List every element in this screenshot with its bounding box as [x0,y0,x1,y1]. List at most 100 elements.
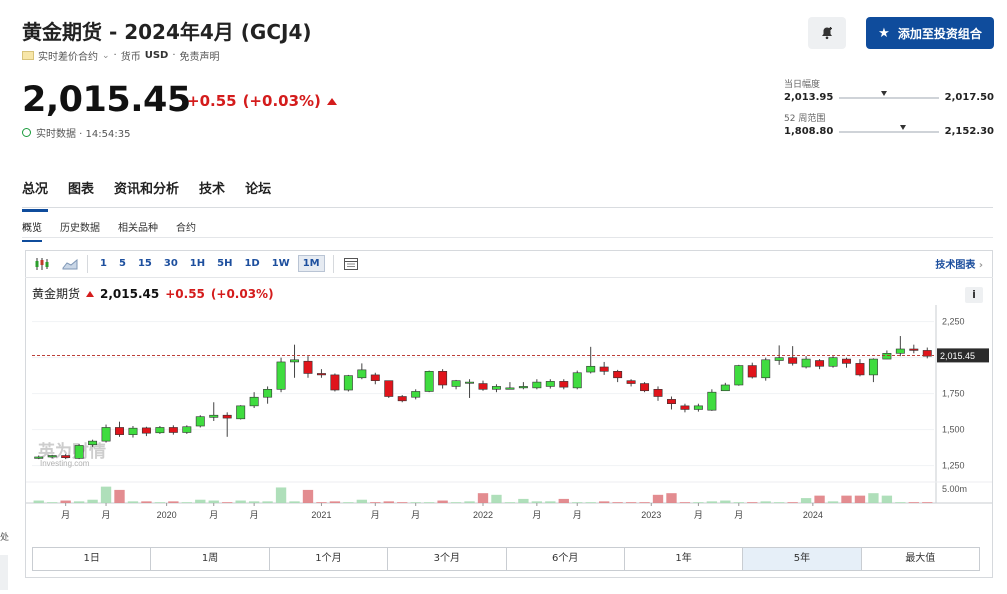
tab-news-analysis[interactable]: 资讯和分析 [114,182,180,197]
candle-body [653,389,663,397]
instrument-meta: 实时差价合约 ⌄ · 货币 USD · 免责声明 [22,48,220,63]
candle-body [868,358,878,376]
interval-15[interactable]: 15 [137,258,152,269]
period-3m[interactable]: 3个月 [388,548,507,570]
interval-5[interactable]: 5 [118,258,126,269]
volume-bar [504,502,516,503]
subtab-contracts[interactable]: 合约 [176,223,196,234]
volume-bar [572,502,583,503]
add-to-portfolio-button[interactable]: ★ 添加至投资组合 [866,17,994,49]
week52-range-bar [839,124,939,133]
tab-chart[interactable]: 图表 [68,182,95,197]
candle-body [599,366,609,372]
x-tick-label: 月 [734,510,743,520]
candle-body [128,427,138,435]
candle-body [424,371,434,392]
tab-overview[interactable]: 总况 [22,178,49,212]
candle-body [438,371,448,386]
candle-body [640,383,650,392]
interval-1d[interactable]: 1D [244,258,260,269]
x-tick-label: 月 [532,510,541,520]
volume-bar [464,501,475,503]
volume-bar [639,502,650,503]
volume-bar [437,500,448,503]
volume-bar [410,502,421,503]
volume-bar [235,500,246,503]
create-alert-button[interactable] [808,17,846,49]
currency-value: USD [144,50,169,61]
volume-bar [531,501,543,503]
subtab-summary[interactable]: 概览 [22,219,42,242]
disclaimer-link[interactable]: 免责声明 [179,52,220,63]
tab-forum[interactable]: 论坛 [245,182,272,197]
candlestick-icon[interactable] [31,255,53,273]
table-view-icon[interactable] [340,255,362,273]
volume-bar [33,500,44,503]
volume-bar [666,493,677,503]
volume-tick-label: 5.00m [942,484,967,494]
volume-bar [720,500,731,503]
technical-chart-link[interactable]: 技术图表 › [935,256,983,271]
volume-bar [316,502,327,503]
price-chart[interactable]: 2,2502,0001,7501,5001,2505.00m英为财情Invest… [26,305,992,523]
volume-bar [329,501,341,503]
watermark-subtext: Investing.com [40,459,90,468]
chevron-down-icon[interactable]: ⌄ [102,50,110,61]
volume-bar [518,498,529,503]
chart-change: +0.55 [165,286,205,301]
candle-body [532,381,542,389]
period-max[interactable]: 最大值 [905,553,936,564]
candle-body [895,348,905,354]
separator: · [172,50,176,61]
candle-body [882,353,892,360]
period-1y[interactable]: 1年 [625,548,744,570]
area-chart-icon[interactable] [59,255,81,273]
y-tick-label: 1,750 [942,389,965,399]
candle-body [182,426,192,433]
toolbar-divider [332,254,334,273]
interval-1m[interactable]: 1M [297,255,325,272]
chart-container [25,250,993,578]
info-button[interactable]: i [965,287,983,303]
period-1w[interactable]: 1周 [151,548,270,570]
candle-body [330,374,340,391]
week52-high: 2,152.30 [944,126,994,137]
period-5y[interactable]: 5年 [743,548,862,570]
candle-body [505,387,515,390]
tab-technical[interactable]: 技术 [199,182,226,197]
volume-bar [612,502,623,503]
candle-body [34,456,44,459]
y-tick-label: 1,250 [942,461,965,471]
period-6m[interactable]: 6个月 [507,548,625,570]
last-price-label: 2,015.45 [940,351,975,361]
x-tick-label: 月 [411,510,420,520]
volume-bar [706,501,718,503]
interval-1w[interactable]: 1W [271,258,290,269]
volume-bar [114,489,125,503]
flag-icon [22,51,34,60]
candle-body [774,357,784,361]
period-1d[interactable]: 1日 [33,548,152,570]
volume-bar [625,502,637,503]
volume-bar [922,502,933,503]
x-tick-label: 月 [209,510,218,520]
interval-30[interactable]: 30 [163,258,178,269]
sub-tabs: 概览 历史数据 相关品种 合约 [22,219,214,242]
subtab-historical-data[interactable]: 历史数据 [60,223,100,234]
subtab-related[interactable]: 相关品种 [118,223,158,234]
volume-bar [450,502,462,503]
x-tick-label: 月 [61,510,70,520]
candle-body [545,381,555,387]
candle-body [613,371,623,379]
candle-body [88,440,98,446]
candle-body [343,375,353,391]
interval-1[interactable]: 1 [100,258,107,269]
volume-bar [397,502,408,503]
period-1m[interactable]: 1个月 [270,548,389,570]
realtime-timestamp: 实时数据 · 14:54:35 [36,129,131,140]
interval-1h[interactable]: 1H [189,258,206,269]
last-price-tag [937,348,989,363]
page-title: 黄金期货 - 2024年4月 (GCJ4) [22,20,312,44]
interval-5h[interactable]: 5H [217,258,233,269]
candle-body [922,350,932,357]
